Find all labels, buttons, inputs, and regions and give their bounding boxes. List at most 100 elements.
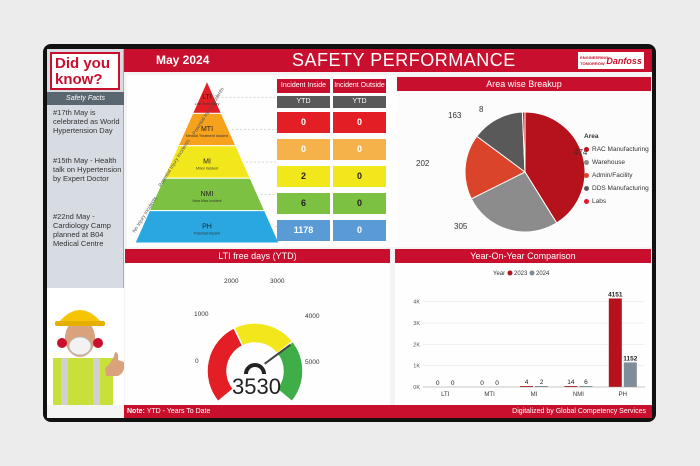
pyramid-level-desc: Potential Hazard (194, 231, 220, 235)
area-breakup-panel: Area wise Breakup (397, 77, 651, 247)
dashboard-header: May 2024 SAFETY PERFORMANCE ENGINEERING … (124, 49, 652, 72)
legend-label: Labs (592, 198, 607, 205)
gauge-needle (264, 343, 291, 365)
legend-item: RAC Manufacturing (584, 143, 649, 156)
yoy-ytick-label: 1K (413, 364, 420, 370)
incident-pyramid-panel: LTI Lost Time Injury MTI Medical Treatment … (127, 75, 397, 247)
yoy-bar-2023 (520, 386, 533, 387)
yoy-data-label: 0 (480, 380, 484, 387)
footer-note-text: YTD - Years To Date (146, 408, 211, 415)
legend-dot (584, 199, 589, 204)
pyramid-level-code: PH (202, 223, 212, 230)
footer-credit: Digitalized by Global Competency Service… (512, 408, 646, 415)
safety-worker-image (47, 288, 124, 405)
pie-slice (470, 171, 558, 233)
legend-item: Warehouse (584, 156, 649, 169)
gauge-tick-label: 2000 (224, 278, 239, 285)
area-pie-chart (464, 111, 586, 233)
legend-dot (584, 147, 589, 152)
worker-illustration (47, 288, 124, 405)
pyramid-level-code: MTI (201, 126, 213, 133)
dashboard-screen: Did you know? Safety Facts #17th May is … (47, 49, 652, 418)
yoy-data-label: 2 (540, 379, 544, 386)
yoy-data-label: 4151 (608, 291, 623, 298)
yoy-data-label: 0 (451, 380, 455, 387)
yoy-bar-2024 (535, 386, 548, 387)
yoy-category-label: NMI (573, 392, 584, 398)
gauge-tick-label: 1000 (194, 311, 209, 318)
pyramid-level-desc: Near Miss Incident (193, 199, 222, 203)
legend-item: Labs (584, 195, 649, 208)
legend-label: Warehouse (592, 159, 625, 166)
yoy-data-label: 0 (495, 380, 499, 387)
gauge-band-green (275, 340, 304, 403)
fact-item: #22nd May - Cardiology Camp planned at B… (53, 212, 111, 248)
gauge-tick-label: 4000 (305, 313, 320, 320)
incident-outside-cell: 0 (333, 220, 386, 241)
pyramid-level-desc: Medical Treatment Incident (186, 134, 228, 138)
gauge-hub (244, 363, 266, 375)
yoy-legend-2024: 2024 (536, 271, 550, 277)
yoy-category-label: MI (531, 392, 538, 398)
yoy-ytick-label: 4K (413, 300, 420, 306)
yoy-bar-2023 (564, 386, 578, 387)
legend-label: DDS Manufacturing (592, 185, 649, 192)
safety-facts-header: Safety Facts (47, 92, 124, 105)
footer-note: Note: YTD - Years To Date (127, 405, 210, 418)
lti-free-days-title: LTI free days (YTD) (125, 249, 390, 263)
did-you-know-line1: Did you (55, 55, 110, 72)
page-title: SAFETY PERFORMANCE (292, 50, 516, 70)
yoy-data-label: 1152 (623, 355, 637, 362)
lti-gauge (206, 322, 304, 403)
legend-item: Admin/Facility (584, 169, 649, 182)
pyramid-level-code: NMI (201, 191, 214, 198)
yoy-ytick-label: 3K (413, 321, 420, 327)
legend-dot (584, 160, 589, 165)
legend-dot-2023 (507, 270, 513, 276)
area-breakup-title: Area wise Breakup (397, 77, 651, 91)
pie-data-label: 163 (448, 111, 462, 120)
yoy-legend-2023: 2023 (514, 271, 528, 277)
did-you-know-badge: Did you know? (50, 52, 120, 90)
col-header-incident-inside: Incident Inside (277, 79, 330, 93)
yoy-bar-2023 (608, 298, 622, 387)
yoy-category-label: MTI (484, 392, 495, 398)
danfoss-logo: ENGINEERING TOMORROW Danfoss (578, 52, 644, 69)
yoy-comparison-panel: Year-On-Year Comparison Year 2023 2024 0… (395, 249, 651, 405)
did-you-know-line2: know? (55, 71, 103, 88)
legend-dot (584, 173, 589, 178)
yoy-category-label: PH (619, 392, 627, 398)
logo-tagline: ENGINEERING TOMORROW (580, 54, 609, 66)
incident-inside-cell: 6 (277, 193, 330, 214)
legend-item: DDS Manufacturing (584, 182, 649, 195)
facts-panel: Did you know? Safety Facts #17th May is … (47, 49, 124, 288)
yoy-data-label: 0 (436, 380, 440, 387)
yoy-category-label: LTI (441, 392, 450, 398)
pyramid-level-code: LTI (202, 94, 212, 101)
incident-inside-cell: 0 (277, 112, 330, 133)
lti-free-days-panel: LTI free days (YTD) (125, 249, 390, 405)
fact-item: #15th May - Health talk on Hypertension … (53, 156, 122, 183)
pie-slice (521, 111, 526, 173)
incident-outside-cell: 0 (333, 112, 386, 133)
incident-inside-cell: 1178 (277, 220, 330, 241)
logo-wordmark: Danfoss (606, 55, 642, 66)
yoy-legend-title: Year (493, 271, 505, 277)
pie-slice (476, 111, 526, 174)
yoy-title: Year-On-Year Comparison (395, 249, 651, 263)
pie-data-label: 202 (416, 159, 430, 168)
incident-inside-cell: 2 (277, 166, 330, 187)
pie-data-label: 474 (574, 148, 588, 157)
pyramid-level-desc: Lost Time Injury (195, 102, 220, 106)
yoy-ytick-label: 0K (413, 385, 420, 391)
ytd-subheader: YTD (277, 96, 330, 108)
pie-data-label: 305 (454, 222, 468, 231)
fact-item: #17th May is celebrated as World Hyperte… (53, 108, 120, 135)
pie-slice (464, 135, 526, 200)
ytd-subheader: YTD (333, 96, 386, 108)
incident-inside-cell: 0 (277, 139, 330, 160)
legend-dot-2024 (529, 270, 535, 276)
lti-free-days-value: 3530 (232, 374, 281, 399)
